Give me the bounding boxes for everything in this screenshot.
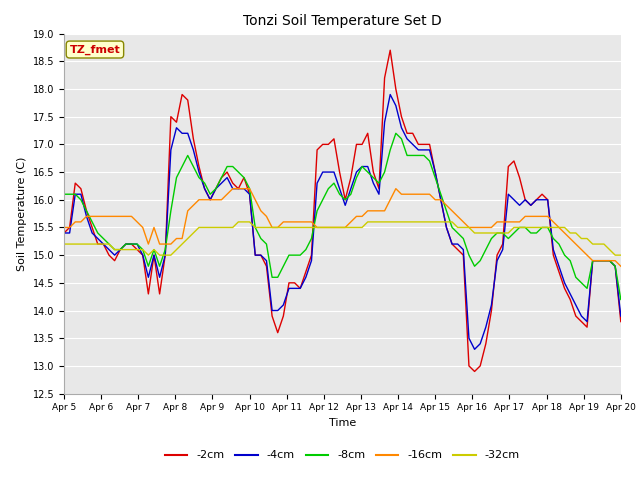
X-axis label: Time: Time	[329, 418, 356, 428]
Y-axis label: Soil Temperature (C): Soil Temperature (C)	[17, 156, 27, 271]
Text: TZ_fmet: TZ_fmet	[70, 44, 120, 55]
Title: Tonzi Soil Temperature Set D: Tonzi Soil Temperature Set D	[243, 14, 442, 28]
Legend: -2cm, -4cm, -8cm, -16cm, -32cm: -2cm, -4cm, -8cm, -16cm, -32cm	[161, 446, 524, 465]
